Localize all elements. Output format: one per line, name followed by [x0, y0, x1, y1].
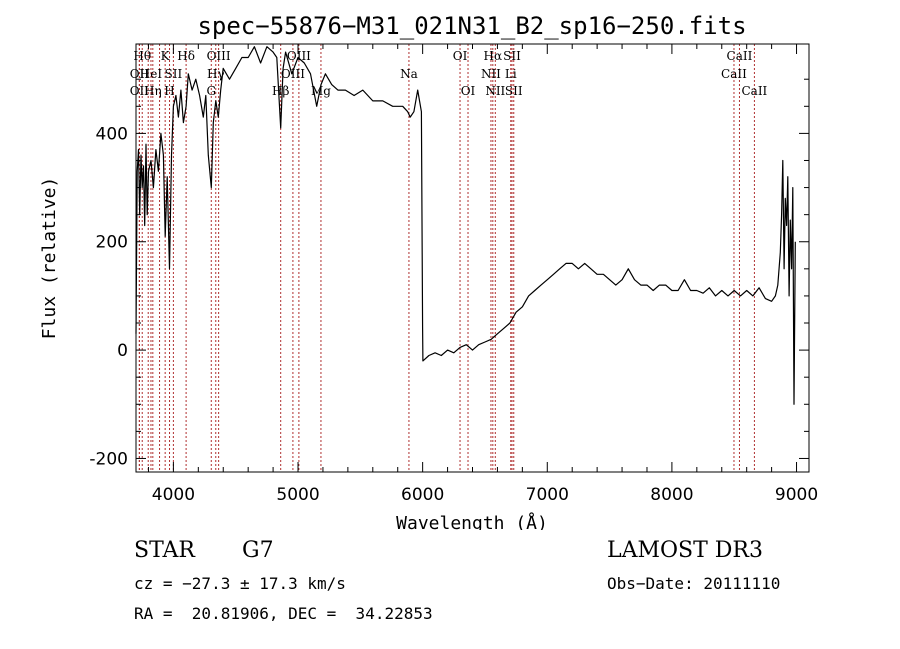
- x-tick-label-2: 6000: [401, 485, 444, 505]
- line-marker-label-13: OIII: [207, 49, 231, 63]
- line-marker-label-29: CaII: [741, 84, 767, 98]
- line-marker-label-0: Hθ: [133, 49, 151, 63]
- x-tick-label-1: 5000: [276, 485, 319, 505]
- line-marker-label-9: SII: [165, 67, 183, 81]
- line-marker-label-1: OII: [130, 67, 150, 81]
- survey-name: LAMOST DR3: [607, 538, 763, 563]
- line-marker-label-16: OIII: [287, 49, 311, 63]
- x-axis-label: Wavelength (Å): [396, 512, 548, 530]
- line-marker-label-15: OIII: [281, 67, 305, 81]
- x-tick-label-5: 9000: [775, 485, 818, 505]
- redshift-cz: cz = −27.3 ± 17.3 km/s: [134, 574, 346, 593]
- y-tick-label-1: 0: [117, 341, 128, 361]
- object-class: STAR: [134, 538, 195, 563]
- line-marker-label-27: CaII: [721, 67, 747, 81]
- line-marker-label-5: Hη: [144, 84, 162, 98]
- line-marker-label-26: SII: [505, 84, 523, 98]
- y-tick-label-3: 400: [96, 124, 128, 144]
- emission-line-markers: [138, 44, 755, 472]
- spectrum-line: [135, 46, 796, 405]
- line-marker-label-28: CaII: [727, 49, 753, 63]
- line-marker-label-24: Li: [505, 67, 517, 81]
- line-marker-label-14: Hβ: [272, 84, 289, 98]
- line-marker-label-10: Hδ: [177, 49, 195, 63]
- x-tick-label-3: 7000: [526, 485, 569, 505]
- line-marker-label-18: Na: [400, 67, 418, 81]
- y-tick-label-2: 200: [96, 233, 128, 253]
- line-marker-label-7: K: [161, 49, 171, 63]
- x-tick-label-0: 4000: [152, 485, 195, 505]
- line-marker-label-20: OI: [461, 84, 476, 98]
- line-marker-label-21: NII: [481, 67, 501, 81]
- line-marker-label-11: G: [206, 84, 216, 98]
- object-subclass: G7: [242, 538, 274, 563]
- x-axis-ticks: 4000 5000 6000 7000 8000 9000: [147, 44, 818, 505]
- line-marker-label-2: OII: [130, 84, 150, 98]
- y-axis-label: Flux (relative): [39, 177, 60, 340]
- line-marker-label-12: Hγ: [207, 67, 225, 81]
- line-marker-label-23: NII: [485, 84, 505, 98]
- y-axis-ticks: -200 0 200 400: [89, 78, 809, 469]
- emission-line-labels: HθOIIOIIHeIHηKHSIIHδGHγOIIIHβOIIIOIIIMgN…: [130, 49, 768, 98]
- line-marker-label-4: HeI: [140, 67, 163, 81]
- chart-title: spec−55876−M31_021N31_B2_sp16−250.fits: [197, 12, 746, 40]
- spectrum-chart: spec−55876−M31_021N31_B2_sp16−250.fits F…: [39, 12, 818, 530]
- line-marker-label-22: Hα: [484, 49, 503, 63]
- ra-dec: RA = 20.81906, DEC = 34.22853: [134, 604, 433, 623]
- x-tick-label-4: 8000: [650, 485, 693, 505]
- line-marker-label-25: SII: [503, 49, 521, 63]
- observation-date: Obs−Date: 20111110: [607, 574, 781, 593]
- plot-frame: [135, 43, 810, 473]
- line-marker-label-17: Mg: [311, 84, 331, 98]
- y-tick-label-0: -200: [89, 449, 128, 469]
- line-marker-label-19: OI: [453, 49, 468, 63]
- line-marker-label-8: H: [164, 84, 174, 98]
